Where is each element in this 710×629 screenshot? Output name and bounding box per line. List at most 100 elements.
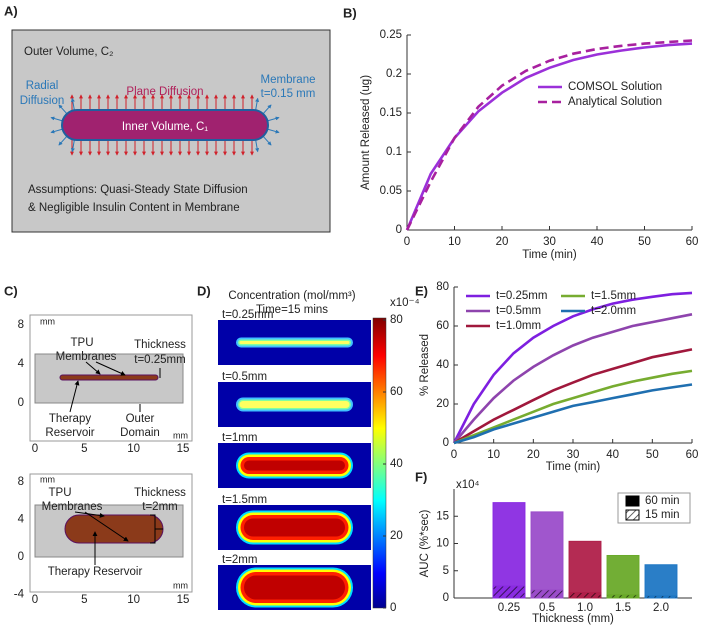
x-tick-label: 1.0: [577, 602, 593, 614]
label: t=0.15 mm: [261, 88, 316, 100]
x-tick-label: 0.25: [498, 602, 520, 614]
bar: [568, 592, 602, 599]
colorbar-tick-label: 20: [390, 530, 403, 542]
arrow: [262, 104, 272, 115]
x-axis-label: Thickness (mm): [532, 613, 614, 625]
pointer: [150, 514, 163, 544]
x-tick-label: 40: [591, 236, 604, 248]
legend-label: COMSOL Solution: [568, 81, 662, 93]
x-axis-label: Time (min): [522, 249, 577, 261]
reservoir: [59, 374, 159, 381]
y-tick-label: 0: [443, 592, 449, 604]
x-tick-label: 40: [606, 449, 619, 461]
label: TPU: [49, 487, 72, 499]
colorbar-tick-label: 80: [390, 314, 403, 326]
arrow: [50, 128, 63, 134]
x-tick-label: 0: [451, 449, 457, 461]
y-tick-label: 0: [18, 397, 24, 409]
x-tick-label: 10: [127, 443, 140, 455]
bar: [644, 564, 678, 599]
bar: [606, 594, 640, 599]
panel-label: A): [4, 3, 18, 18]
arrow: [267, 128, 280, 134]
label: Thickness: [134, 487, 186, 499]
label: Outer Volume, C₂: [24, 46, 113, 58]
x-tick-label: 10: [127, 594, 140, 606]
arrow: [50, 116, 63, 122]
series-line: [405, 39, 693, 231]
y-tick-label: 20: [436, 398, 449, 410]
y-tick-label: 4: [18, 358, 25, 370]
inner-volume: [61, 109, 269, 141]
arrow: [262, 135, 272, 146]
label: t=2mm: [142, 501, 177, 513]
map-field: [239, 341, 350, 344]
x-tick-label: 0: [404, 236, 410, 248]
unit: mm: [40, 474, 55, 484]
map-field: [244, 518, 345, 537]
label: Diffusion: [20, 95, 65, 107]
bar: [530, 589, 564, 599]
map-field: [244, 460, 345, 471]
x-tick-label: 15: [177, 594, 190, 606]
colorbar: [372, 317, 387, 609]
x-tick-label: 0.5: [539, 602, 555, 614]
label: & Negligible Insulin Content in Membrane: [28, 202, 240, 214]
title: Concentration (mol/mm³): [228, 290, 355, 302]
series-line: [453, 383, 693, 445]
pointer: [85, 361, 101, 375]
label: Membranes: [42, 501, 103, 513]
x-tick-label: 30: [543, 236, 556, 248]
colorbar-tick-label: 60: [390, 386, 403, 398]
label: t=0.25mm: [134, 354, 185, 366]
x-tick-label: 2.0: [653, 602, 669, 614]
map-field: [244, 575, 345, 600]
label: Plane Diffusion: [126, 86, 203, 98]
y-tick-label: 15: [436, 510, 449, 522]
bar: [568, 540, 602, 599]
map-label: t=0.25mm: [222, 309, 273, 321]
legend-label: 60 min: [645, 495, 680, 507]
y-tick-label: 40: [436, 359, 449, 371]
y-tick-label: 0.25: [380, 29, 402, 41]
legend-label: t=2.0mm: [591, 305, 636, 317]
y-tick-label: 0: [396, 224, 402, 236]
map-label: t=2mm: [222, 554, 257, 566]
x-tick-label: 0: [32, 443, 38, 455]
arrow: [255, 97, 260, 111]
label: Membrane: [261, 74, 316, 86]
diffusion-arrows: [50, 94, 280, 156]
colorbar-tick-label: 0: [390, 602, 396, 614]
map-field: [239, 401, 350, 408]
legend-swatch: [625, 495, 640, 507]
unit: mm: [40, 316, 55, 326]
y-tick-label: 5: [443, 565, 449, 577]
y-axis-label: Amount Released (ug): [360, 75, 372, 190]
bar: [644, 595, 678, 599]
y-tick-label: 4: [18, 513, 25, 525]
label: Therapy Reservoir: [48, 566, 143, 578]
x-tick-label: 20: [527, 449, 540, 461]
legend-swatch: [625, 509, 640, 521]
legend-label: t=1.5mm: [591, 290, 636, 302]
panel-label: F): [415, 469, 427, 484]
y-tick-label: 8: [18, 476, 24, 488]
map-label: t=0.5mm: [222, 371, 267, 383]
x-tick-label: 50: [646, 449, 659, 461]
legend-label: t=0.25mm: [496, 290, 547, 302]
x-tick-label: 0: [32, 594, 38, 606]
y-tick-label: 80: [436, 281, 449, 293]
x-tick-label: 60: [686, 236, 699, 248]
y-tick-label: 0.2: [386, 68, 402, 80]
panel-d: D) Concentration (mol/mm³) Time=15 mins …: [197, 283, 420, 609]
unit: mm: [173, 430, 188, 440]
bar: [492, 585, 526, 599]
label: Thickness: [134, 339, 186, 351]
label: Inner Volume, C₁: [122, 121, 208, 133]
colorbar-multiplier: x10⁻⁴: [390, 297, 420, 309]
y-tick-label: 0: [18, 551, 24, 563]
label: Therapy: [49, 413, 91, 425]
y-tick-label: 0.15: [380, 107, 402, 119]
pointer: [84, 511, 129, 542]
y-tick-label: 8: [18, 319, 24, 331]
